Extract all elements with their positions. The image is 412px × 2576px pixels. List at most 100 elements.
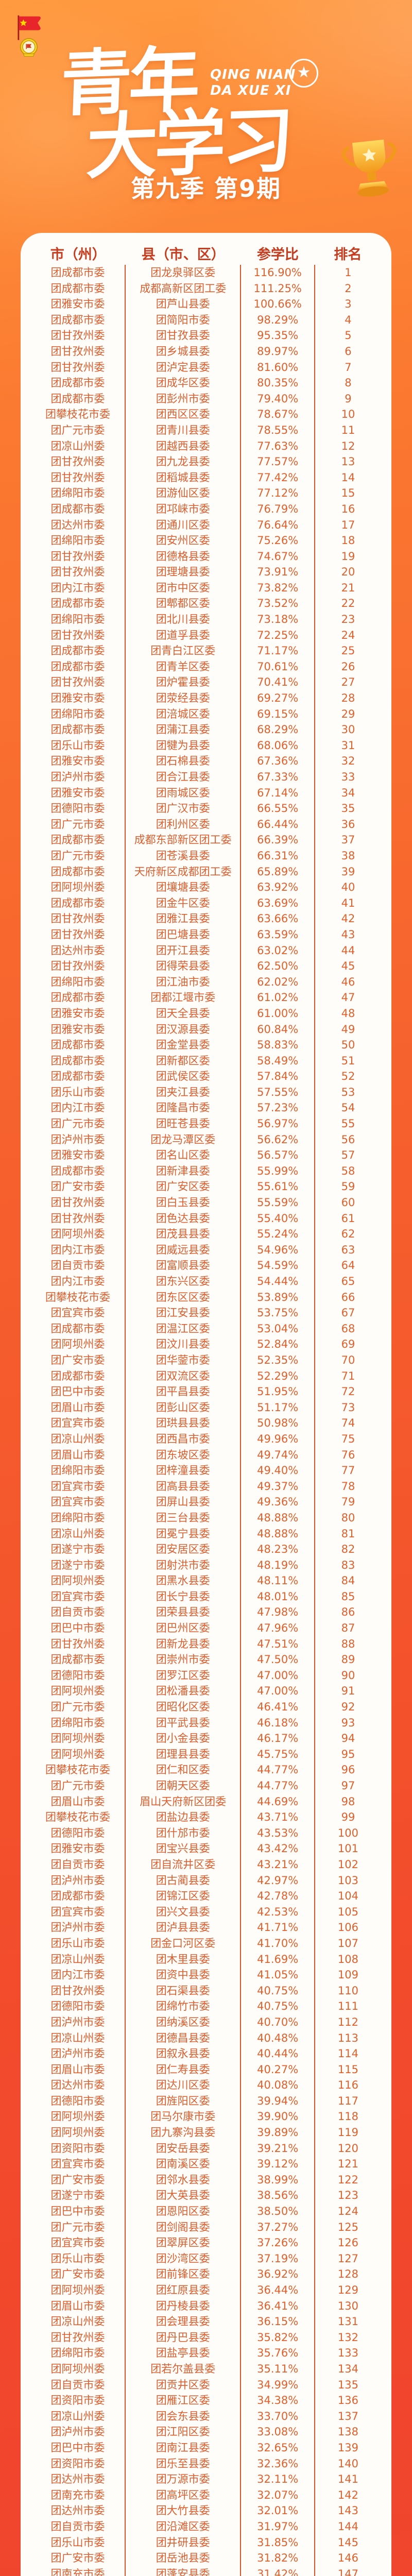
column-header-city: 市（州） xyxy=(50,246,106,262)
cell-rate: 57.84% xyxy=(241,1069,315,1084)
table-row: 团广安市委 团前锋区委 36.92% 128 xyxy=(31,2266,381,2282)
cell-rank: 112 xyxy=(337,2015,359,2028)
cell-rate: 56.57% xyxy=(241,1147,315,1163)
cell-city: 团巴中市委 xyxy=(31,1384,126,1400)
cell-rate: 49.74% xyxy=(241,1447,315,1463)
cell-rate: 35.76% xyxy=(241,2345,315,2361)
cell-rate: 74.67% xyxy=(241,548,315,565)
table-row: 团宜宾市委 团屏山县委 49.36% 79 xyxy=(31,1494,381,1510)
cell-rank: 101 xyxy=(337,1842,359,1855)
cell-county: 团平武县委 xyxy=(126,1715,242,1731)
cell-rate: 63.92% xyxy=(241,879,315,895)
table-row: 团巴中市委 团平昌县委 51.95% 72 xyxy=(31,1384,381,1400)
cell-city: 团成都市委 xyxy=(31,863,126,880)
cell-city: 团广元市委 xyxy=(31,1116,126,1132)
cell-city: 团雅安市委 xyxy=(31,296,126,312)
cell-city: 团凉山州委 xyxy=(31,1526,126,1542)
trophy-icon xyxy=(341,139,397,197)
table-row: 团绵阳市委 团北川县委 73.18% 23 xyxy=(31,612,381,628)
cell-rate: 58.83% xyxy=(241,1037,315,1053)
cell-city: 团资阳市委 xyxy=(31,2455,126,2472)
cell-rate: 53.04% xyxy=(241,1320,315,1337)
cell-rank: 118 xyxy=(337,2110,359,2123)
cell-rate: 77.63% xyxy=(241,438,315,454)
table-row: 团自贡市委 团自流井区委 43.21% 102 xyxy=(31,1856,381,1873)
cell-rate: 39.89% xyxy=(241,2125,315,2141)
cell-rank: 129 xyxy=(337,2284,359,2296)
cell-rank: 109 xyxy=(337,1969,359,1981)
cell-city: 团成都市委 xyxy=(31,501,126,517)
cell-rate: 39.94% xyxy=(241,2093,315,2109)
ranking-card: 市（州） 县（市、区） 参学比 排名 团成都市委 团龙泉驿区委 116.90% 1 团成… xyxy=(21,233,391,2576)
cell-county: 团威远县委 xyxy=(126,1242,242,1258)
cell-rate: 67.33% xyxy=(241,769,315,785)
cell-rank: 91 xyxy=(341,1685,355,1698)
cell-rank: 33 xyxy=(341,771,355,783)
episode-subtitle: 第九季 第9期 xyxy=(130,175,282,202)
cell-city: 团泸州市委 xyxy=(31,1872,126,1889)
cell-county: 团木里县委 xyxy=(126,1951,242,1968)
cell-county: 团郫都区委 xyxy=(126,596,242,612)
cell-rank: 52 xyxy=(341,1070,355,1083)
cell-city: 团绵阳市委 xyxy=(31,533,126,549)
cell-county: 团什邡市委 xyxy=(126,1825,242,1841)
table-row: 团眉山市委 团丹棱县委 36.41% 130 xyxy=(31,2298,381,2314)
cell-rank: 16 xyxy=(341,502,355,515)
cell-city: 团达州市委 xyxy=(31,517,126,533)
cell-city: 团内江市委 xyxy=(31,1274,126,1290)
cell-rate: 47.98% xyxy=(241,1604,315,1621)
table-row: 团泸州市委 团纳溪区委 40.70% 112 xyxy=(31,2014,381,2030)
cell-county: 成都东部新区团工委 xyxy=(126,832,242,848)
cell-rank: 103 xyxy=(337,1874,359,1887)
cell-city: 团成都市委 xyxy=(31,1368,126,1384)
cell-rank: 93 xyxy=(341,1716,355,1729)
cell-rate: 72.25% xyxy=(241,627,315,643)
cell-county: 团昭化区委 xyxy=(126,1699,242,1715)
table-row: 团成都市委 团青白江区委 71.17% 25 xyxy=(31,643,381,659)
cell-rank: 36 xyxy=(341,818,355,831)
cell-rate: 54.59% xyxy=(241,1258,315,1274)
cell-rate: 57.23% xyxy=(241,1100,315,1116)
cell-rate: 35.11% xyxy=(241,2361,315,2377)
cell-county: 团邛崃市委 xyxy=(126,501,242,517)
table-row: 团甘孜州委 团得荣县委 62.50% 45 xyxy=(31,958,381,974)
table-row: 团眉山市委 团仁寿县委 40.27% 115 xyxy=(31,2061,381,2078)
cell-rank: 83 xyxy=(341,1558,355,1571)
cell-city: 团广安市委 xyxy=(31,1352,126,1368)
cell-city: 团雅安市委 xyxy=(31,1021,126,1038)
table-row: 团成都市委 团青羊区委 70.61% 26 xyxy=(31,658,381,675)
table-row: 团乐山市委 团夹江县委 57.55% 53 xyxy=(31,1084,381,1100)
cell-rate: 48.88% xyxy=(241,1510,315,1526)
cell-city: 团凉山州委 xyxy=(31,2314,126,2330)
cell-rate: 35.82% xyxy=(241,2329,315,2346)
cell-rank: 67 xyxy=(341,1307,355,1319)
cell-rank: 124 xyxy=(337,2205,359,2218)
cell-city: 团雅安市委 xyxy=(31,785,126,801)
table-row: 团阿坝州委 团汶川县委 52.84% 69 xyxy=(31,1336,381,1352)
table-row: 团凉山州委 团冕宁县委 48.88% 81 xyxy=(31,1526,381,1542)
cell-rank: 45 xyxy=(341,960,355,973)
cell-rate: 44.77% xyxy=(241,1778,315,1794)
cell-city: 团雅安市委 xyxy=(31,1005,126,1022)
table-row: 团阿坝州委 团松潘县委 47.00% 91 xyxy=(31,1683,381,1700)
cell-rank: 111 xyxy=(337,2000,359,2013)
cell-rank: 39 xyxy=(341,865,355,878)
cell-rate: 55.24% xyxy=(241,1226,315,1242)
cell-county: 团黑水县委 xyxy=(126,1573,242,1589)
table-row: 团攀枝花市委 团仁和区委 44.77% 96 xyxy=(31,1762,381,1778)
cell-county: 团大英县委 xyxy=(126,2188,242,2204)
table-row: 团阿坝州委 团黑水县委 48.11% 84 xyxy=(31,1573,381,1589)
table-row: 团甘孜州委 团泸定县委 81.60% 7 xyxy=(31,359,381,376)
cell-rate: 50.98% xyxy=(241,1415,315,1431)
table-row: 团绵阳市委 团三台县委 48.88% 80 xyxy=(31,1510,381,1526)
table-row: 团甘孜州委 团丹巴县委 35.82% 132 xyxy=(31,2329,381,2346)
cell-city: 团资阳市委 xyxy=(31,2140,126,2157)
cell-rate: 34.99% xyxy=(241,2377,315,2393)
cell-rank: 32 xyxy=(341,755,355,768)
cell-county: 团锦江区委 xyxy=(126,1888,242,1904)
cell-rank: 74 xyxy=(341,1417,355,1430)
cell-county: 团彭州市委 xyxy=(126,391,242,407)
cell-rank: 29 xyxy=(341,707,355,720)
cell-city: 团阿坝州委 xyxy=(31,2109,126,2125)
cell-rank: 80 xyxy=(341,1511,355,1524)
